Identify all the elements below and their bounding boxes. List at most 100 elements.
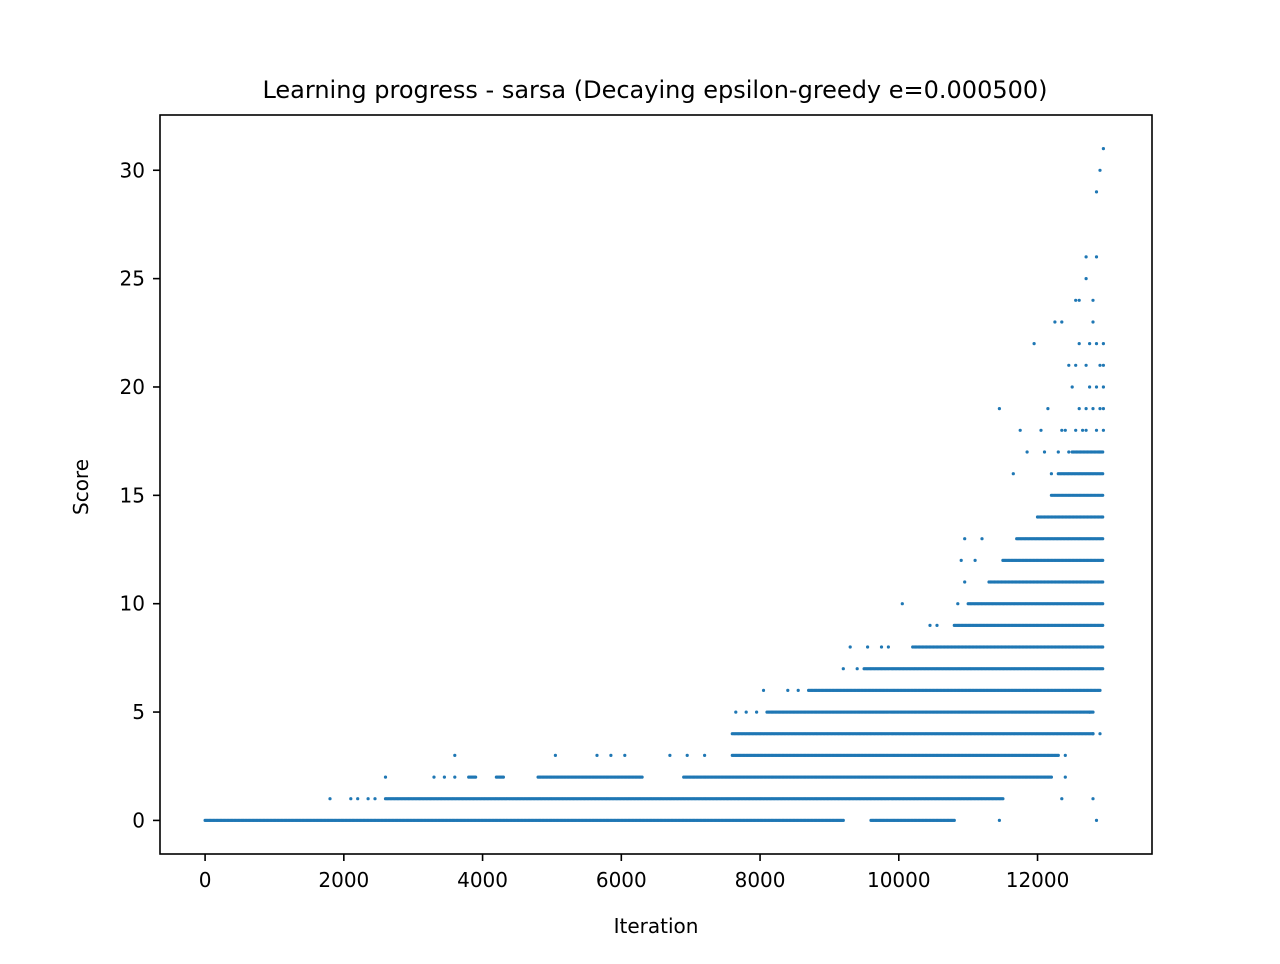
data-point (1025, 450, 1029, 454)
data-point (1101, 623, 1105, 628)
data-point (1101, 645, 1105, 649)
y-tick: 20 (120, 375, 160, 399)
data-point (1091, 298, 1095, 302)
data-point (383, 775, 388, 779)
data-point (1101, 602, 1105, 606)
data-point (373, 797, 377, 801)
data-point (1101, 363, 1105, 367)
x-tick: 12000 (1006, 854, 1069, 892)
data-point (1098, 168, 1102, 172)
y-tick: 25 (120, 267, 160, 291)
data-point (432, 775, 436, 779)
data-point (973, 558, 977, 563)
x-tick-label: 10000 (867, 868, 931, 892)
y-tick: 10 (120, 592, 160, 616)
data-point (952, 818, 956, 823)
y-tick: 5 (132, 700, 160, 724)
data-point (1053, 320, 1057, 324)
data-point (1049, 775, 1053, 779)
data-point (734, 710, 738, 714)
data-point (841, 818, 845, 823)
data-point (1094, 190, 1099, 194)
data-point (1094, 385, 1099, 389)
y-tick: 30 (120, 158, 160, 182)
y-axis-label: Score (69, 459, 93, 515)
data-point (1094, 255, 1099, 259)
data-point (761, 688, 766, 693)
data-point (963, 537, 967, 541)
data-point (1101, 558, 1105, 563)
data-point (1091, 732, 1095, 736)
data-point (609, 753, 613, 758)
data-point (841, 667, 845, 671)
data-point (623, 753, 627, 758)
data-point (1091, 320, 1095, 324)
data-point (1077, 342, 1081, 346)
data-point (1088, 342, 1092, 346)
data-point (956, 602, 960, 606)
data-point (1070, 385, 1074, 389)
data-point (640, 775, 644, 779)
x-axis-ticks: 0 2000 4000 6000 8000 10000 12000 (199, 854, 1069, 892)
data-point (1074, 428, 1078, 432)
data-point (755, 710, 759, 714)
x-tick-label: 2000 (318, 868, 369, 892)
data-point (1049, 472, 1053, 476)
data-point (1098, 450, 1102, 454)
data-point (1056, 450, 1060, 454)
data-point (1098, 732, 1102, 736)
data-point (1101, 515, 1105, 519)
data-point (1074, 298, 1078, 302)
data-point (1074, 363, 1078, 367)
x-tick: 4000 (457, 854, 508, 892)
data-point (1060, 797, 1064, 801)
x-tick-label: 4000 (457, 868, 508, 892)
data-point (1077, 298, 1081, 302)
data-point (879, 645, 884, 649)
data-point (935, 623, 939, 628)
data-point (453, 753, 457, 758)
data-point (980, 537, 984, 541)
y-tick-label: 10 (120, 592, 145, 616)
data-point (1091, 407, 1095, 411)
data-point (886, 645, 891, 649)
x-tick-label: 8000 (735, 868, 786, 892)
data-point (1094, 428, 1099, 432)
data-point (1101, 407, 1105, 411)
data-point (1101, 428, 1105, 432)
data-point (328, 797, 332, 801)
data-point (453, 775, 457, 779)
data-point (928, 623, 932, 628)
data-point (1098, 688, 1102, 693)
data-point (356, 797, 360, 801)
data-point (1042, 450, 1047, 454)
data-point (900, 602, 904, 606)
x-tick: 8000 (735, 854, 786, 892)
data-point (744, 710, 748, 714)
data-point (1088, 710, 1092, 714)
data-point (1101, 472, 1105, 476)
data-point (848, 645, 852, 649)
data-point (1084, 407, 1088, 411)
y-tick-label: 0 (132, 808, 145, 832)
data-point (1046, 407, 1050, 411)
x-axis-label: Iteration (614, 914, 699, 938)
data-point (1101, 537, 1105, 541)
y-tick-label: 30 (120, 158, 145, 182)
data-point (1011, 472, 1015, 476)
y-tick: 15 (120, 483, 160, 507)
data-point (997, 818, 1002, 823)
data-point (1098, 407, 1102, 411)
data-point (1098, 363, 1102, 367)
data-point (1101, 493, 1105, 497)
data-point (1094, 818, 1099, 823)
data-point (796, 688, 800, 693)
data-point (1084, 277, 1088, 281)
data-point (349, 797, 353, 801)
data-point (1101, 580, 1105, 584)
data-point (959, 558, 963, 563)
data-point (1091, 797, 1095, 801)
data-point (1084, 363, 1088, 367)
data-point (1088, 385, 1092, 389)
